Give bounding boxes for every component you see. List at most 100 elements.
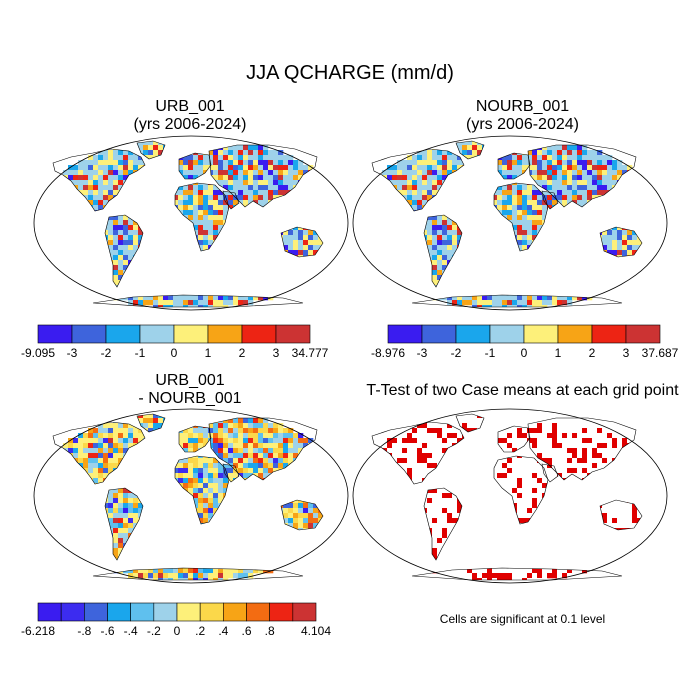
urb-cell (78, 265, 84, 271)
nourb-cell (562, 155, 568, 161)
urb-cell (178, 245, 184, 251)
nourb-cell (372, 210, 378, 216)
diff-cell (308, 508, 314, 514)
urb-cell (138, 280, 144, 286)
diff-cell (248, 543, 254, 549)
diff-cell (253, 498, 259, 504)
urb-cell (323, 255, 328, 260)
urb-cell (258, 230, 264, 236)
diff-cell (228, 533, 234, 539)
urb-cell (138, 260, 144, 266)
nourb-cell (612, 180, 618, 186)
nourb-cell (577, 230, 583, 236)
nourb-cell (587, 275, 593, 281)
nourb-cell (637, 260, 642, 266)
urb-cell (293, 170, 299, 176)
nourb-cell (512, 150, 518, 156)
urb-cell (253, 190, 259, 196)
diff-cell (58, 458, 64, 464)
urb-cell (73, 175, 79, 181)
nourb-cell (597, 285, 603, 291)
nourb-cell (442, 225, 448, 231)
nourb-cell (432, 180, 438, 186)
diff-cell (188, 488, 194, 494)
nourb-cell (652, 210, 657, 215)
nourb-cell (387, 195, 393, 201)
nourb-cell (497, 235, 503, 241)
urb-cell (163, 185, 169, 191)
diff-cell (103, 518, 109, 524)
nourb-cell (537, 290, 543, 296)
urb-cell (133, 205, 139, 211)
nourb-cell (502, 220, 508, 226)
nourb-cell (387, 260, 393, 266)
diff-cell (118, 453, 124, 459)
nourb-cell (612, 165, 618, 171)
nourb-cell (447, 225, 453, 231)
urb-cell (183, 195, 189, 201)
urb-cell (103, 230, 109, 236)
diff-cell (283, 503, 289, 509)
diff-cell (178, 508, 184, 514)
diff-cell (263, 538, 269, 544)
diff-cell (148, 528, 154, 534)
nourb-cell (547, 255, 553, 261)
nourb-cell (562, 245, 568, 251)
urb-cell (138, 155, 144, 161)
nourb-cell (642, 255, 647, 260)
nourb-cell (507, 155, 513, 161)
urb-cell (83, 185, 89, 191)
nourb-cell (532, 230, 538, 236)
nourb-cell (357, 210, 362, 215)
nourb-cell (452, 280, 458, 286)
urb-cell (313, 230, 319, 236)
nourb-cell (642, 250, 647, 255)
diff-cell (223, 443, 229, 449)
urb-cell (188, 141, 194, 146)
nourb-cell (537, 245, 543, 251)
diff-cell (178, 493, 184, 499)
urb-cell (128, 165, 134, 171)
urb-cell (263, 245, 269, 251)
nourb-cell (447, 165, 453, 171)
nourb-cell (622, 215, 628, 221)
nourb-cell (547, 240, 553, 246)
diff-cell (303, 453, 309, 459)
urb-cell (238, 245, 244, 251)
nourb-cell (582, 225, 588, 231)
nourb-cell (437, 200, 443, 206)
urb-cell (78, 170, 84, 176)
diff-cell (258, 538, 264, 544)
nourb-cell (547, 220, 553, 226)
nourb-cell (472, 240, 478, 246)
nourb-cell (507, 170, 513, 176)
urb-cell (113, 230, 119, 236)
nourb-cell (607, 270, 613, 276)
nourb-cell (427, 160, 433, 166)
nourb-cell (557, 265, 563, 271)
urb-cell (233, 175, 239, 181)
urb-cell (108, 190, 114, 196)
nourb-cell (402, 165, 408, 171)
nourb-cell (517, 195, 523, 201)
diff-cell (93, 448, 99, 454)
nourb-cell (377, 185, 383, 191)
urb-cell (158, 230, 164, 236)
diff-cell (223, 523, 229, 529)
nourb-cell (472, 210, 478, 216)
nourb-cell (497, 180, 503, 186)
urb-cell (258, 260, 264, 266)
urb-cell (148, 210, 154, 216)
nourb-cell (477, 185, 483, 191)
diff-cell (258, 458, 264, 464)
urb-cell (223, 160, 229, 166)
urb-cell (213, 135, 218, 140)
nourb-cell (452, 225, 458, 231)
diff-cell (193, 488, 199, 494)
diff-cell (238, 513, 244, 519)
urb-cell (63, 200, 69, 206)
nourb-cell (482, 220, 488, 226)
urb-cell (253, 180, 259, 186)
nourb-cell (527, 265, 533, 271)
nourb-cell (592, 160, 598, 166)
